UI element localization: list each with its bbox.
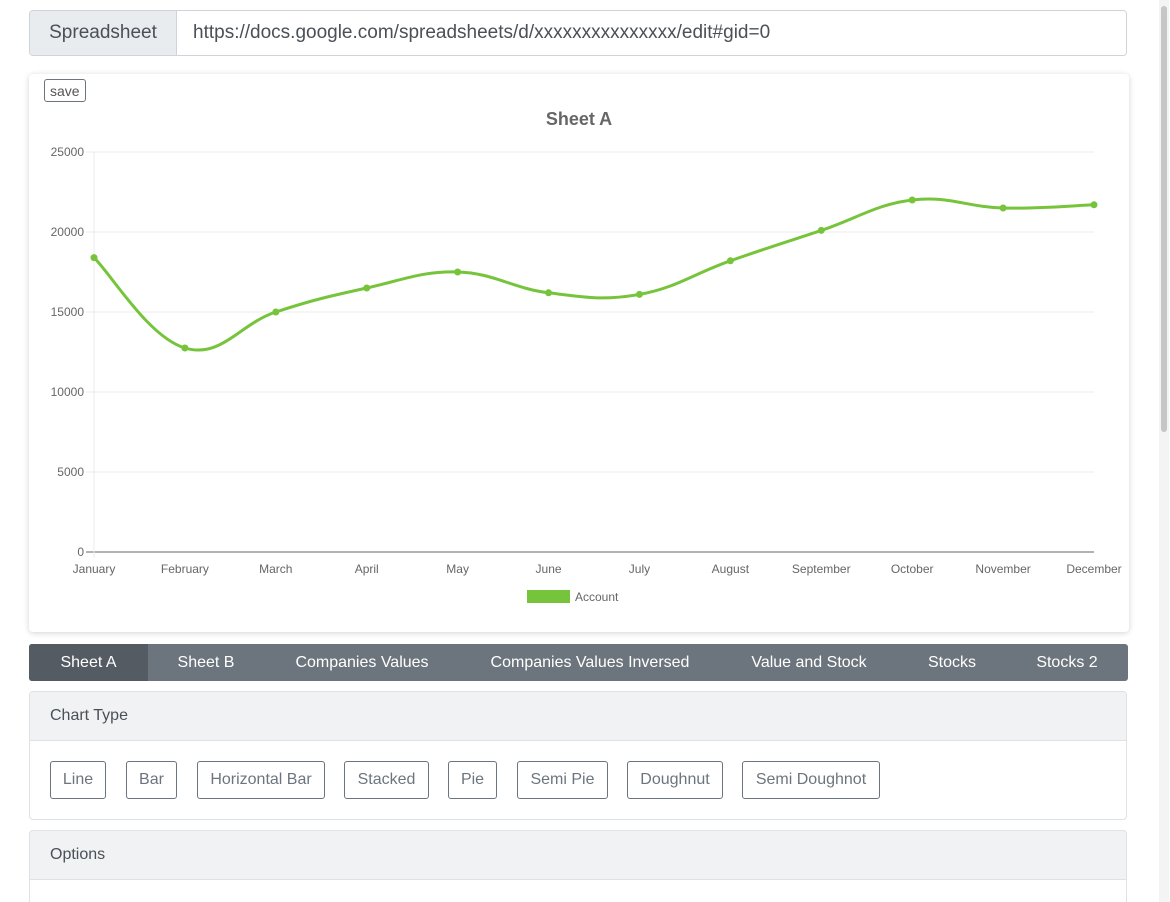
tab-companies-values[interactable]: Companies Values <box>295 653 429 671</box>
pie-chart-button[interactable]: Pie <box>448 761 497 799</box>
save-button[interactable]: save <box>44 79 86 102</box>
line-chart: Sheet A 0 5000 10000 15000 20000 25000 Januar… <box>51 109 1122 604</box>
line-chart-button[interactable]: Line <box>50 761 106 799</box>
data-point[interactable] <box>454 268 462 276</box>
data-point[interactable] <box>999 204 1007 212</box>
chart-title: Sheet A <box>546 109 612 129</box>
data-point[interactable] <box>181 344 189 352</box>
y-tick-label: 10000 <box>51 385 85 399</box>
chart-type-header: Chart Type <box>30 692 1126 741</box>
spreadsheet-url-input[interactable] <box>177 11 1126 55</box>
x-tick-label: January <box>73 562 116 576</box>
tab-sheet-b[interactable]: Sheet B <box>177 653 235 671</box>
data-point[interactable] <box>635 290 643 298</box>
data-point[interactable] <box>1090 201 1098 209</box>
chart-type-panel: Chart Type Line Bar Horizontal Bar Stack… <box>29 691 1127 820</box>
horizontal-bar-chart-button[interactable]: Horizontal Bar <box>197 761 325 799</box>
x-tick-label: August <box>712 562 750 576</box>
legend-swatch <box>527 590 570 603</box>
page-scrollbar[interactable] <box>1159 0 1169 902</box>
x-tick-label: November <box>975 562 1030 576</box>
data-point[interactable] <box>726 257 734 265</box>
y-tick-label: 20000 <box>51 225 85 239</box>
data-point[interactable] <box>90 254 98 262</box>
y-tick-label: 15000 <box>51 305 85 319</box>
spreadsheet-label: Spreadsheet <box>30 11 177 55</box>
series-line-account <box>92 197 1095 352</box>
stacked-chart-button[interactable]: Stacked <box>344 761 429 799</box>
y-tick-label: 25000 <box>51 145 85 159</box>
x-tick-label: September <box>792 562 851 576</box>
scrollbar-thumb[interactable] <box>1161 6 1167 432</box>
y-tick-label: 5000 <box>57 465 84 479</box>
x-tick-label: December <box>1066 562 1121 576</box>
x-tick-label: March <box>259 562 292 576</box>
x-tick-label: May <box>446 562 469 576</box>
x-tick-label: April <box>355 562 379 576</box>
sheet-tabs: Sheet A Sheet B Companies Values Compani… <box>29 644 1128 681</box>
tab-value-and-stock[interactable]: Value and Stock <box>751 653 867 671</box>
x-tick-label: June <box>536 562 562 576</box>
tab-stocks[interactable]: Stocks <box>927 653 976 671</box>
data-point[interactable] <box>363 284 371 292</box>
data-point[interactable] <box>908 196 916 204</box>
x-tick-label: October <box>891 562 934 576</box>
y-tick-label: 0 <box>77 545 84 559</box>
data-point[interactable] <box>817 226 825 234</box>
semi-doughnut-chart-button[interactable]: Semi Doughnot <box>742 761 880 799</box>
legend-label[interactable]: Account <box>575 590 619 604</box>
tab-stocks-2[interactable]: Stocks 2 <box>1036 653 1098 671</box>
options-panel: Options <box>29 830 1127 902</box>
tab-companies-values-inversed[interactable]: Companies Values Inversed <box>490 653 690 671</box>
chart-card: save Sheet A 0 5000 10000 15000 20000 25000 J… <box>29 74 1129 632</box>
x-tick-label: February <box>161 562 209 576</box>
data-point[interactable] <box>545 289 553 297</box>
doughnut-chart-button[interactable]: Doughnut <box>627 761 723 799</box>
semi-pie-chart-button[interactable]: Semi Pie <box>517 761 608 799</box>
spreadsheet-url-group: Spreadsheet <box>29 10 1127 56</box>
data-point[interactable] <box>272 308 280 316</box>
chart-type-body: Line Bar Horizontal Bar Stacked Pie Semi… <box>30 741 1126 819</box>
x-tick-label: July <box>629 562 650 576</box>
options-header[interactable]: Options <box>30 831 1126 880</box>
tab-sheet-a[interactable]: Sheet A <box>29 644 148 681</box>
bar-chart-button[interactable]: Bar <box>126 761 177 799</box>
